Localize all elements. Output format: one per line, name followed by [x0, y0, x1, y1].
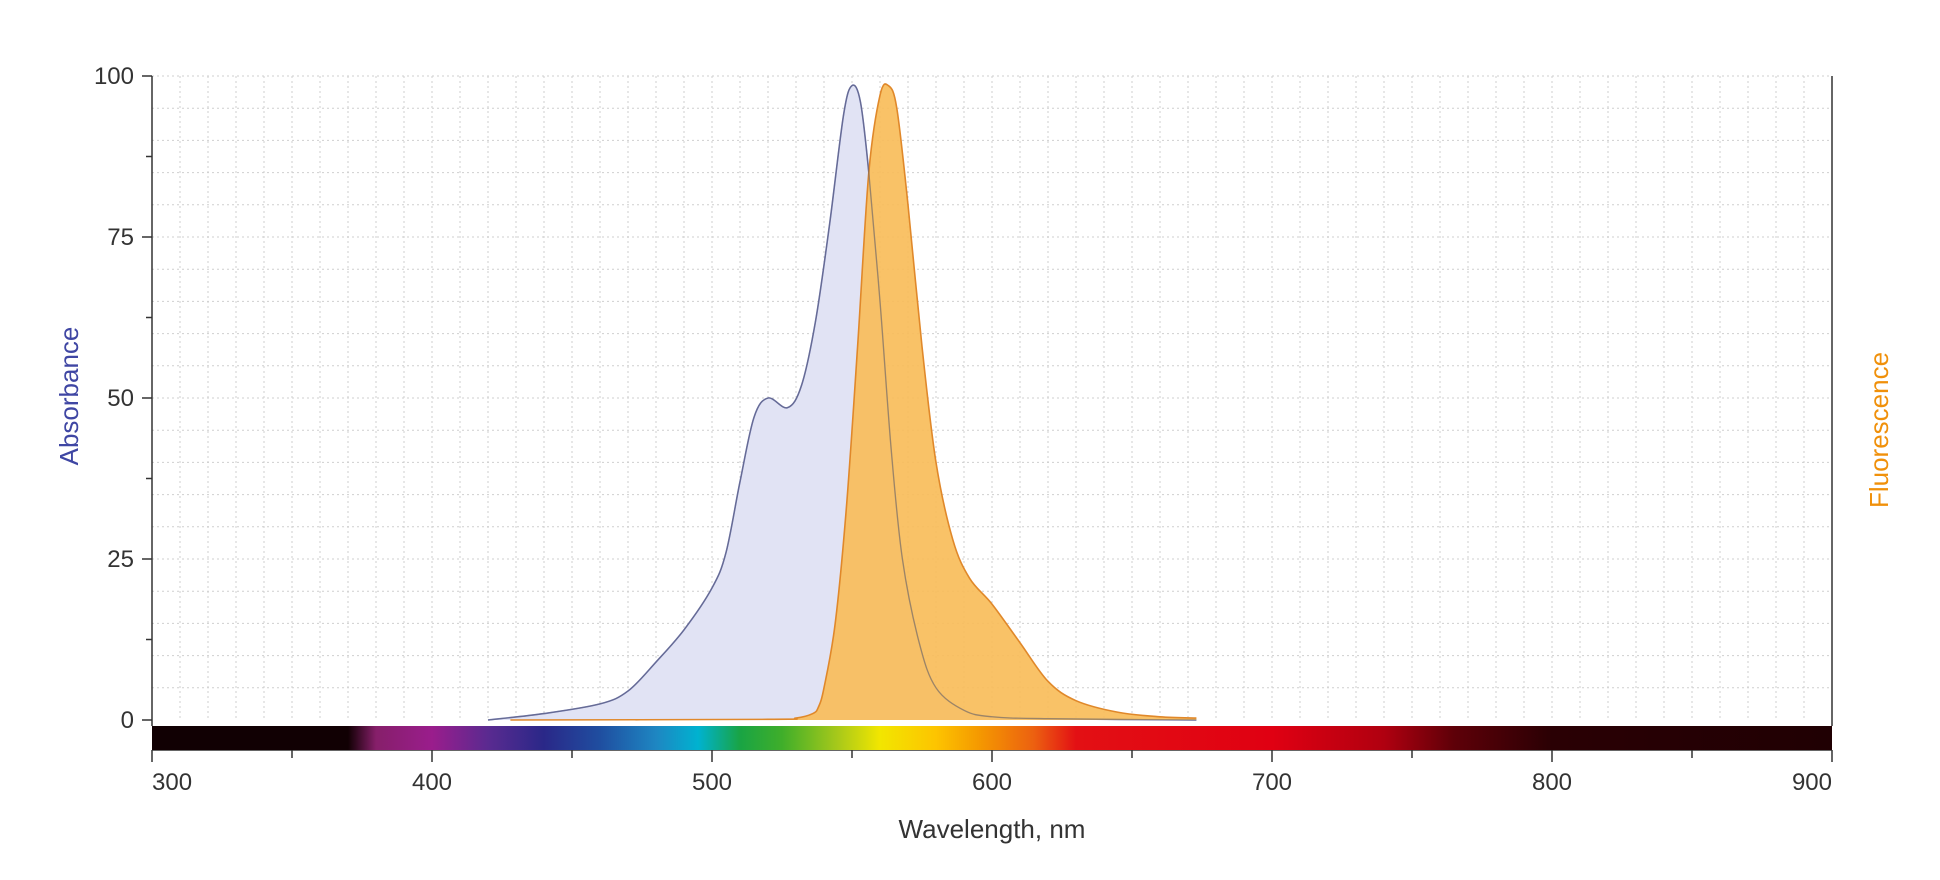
x-tick-label: 600 [972, 769, 1012, 796]
x-tick-label: 400 [412, 769, 452, 796]
spectrum-color-bar [152, 726, 1832, 750]
series-line-absorbance-overlay [487, 84, 1197, 721]
y-tick-label: 100 [94, 63, 134, 90]
x-axis-title: Wavelength, nm [899, 814, 1086, 844]
x-tick-label: 900 [1792, 769, 1832, 796]
y-tick-label: 75 [107, 224, 134, 251]
series-line-fluorescence [510, 83, 1197, 721]
y-axis-title-right: Fluorescence [1864, 352, 1894, 508]
series-layer [487, 83, 1197, 721]
series-area-absorbance [488, 85, 1197, 720]
y-tick-label: 50 [107, 385, 134, 412]
y-tick-label: 25 [107, 546, 134, 573]
x-tick-label: 500 [692, 769, 732, 796]
series-area-fluorescence [510, 83, 1197, 721]
tick-marks [142, 75, 1833, 762]
y-tick-label: 0 [121, 707, 134, 734]
tick-labels: 0 25 50 75 100 300 400 500 600 700 800 900 [94, 63, 1832, 796]
x-tick-label: 700 [1252, 769, 1292, 796]
x-tick-label: 800 [1532, 769, 1572, 796]
y-axis-title-left: Absorbance [54, 327, 84, 466]
x-tick-label: 300 [152, 769, 192, 796]
